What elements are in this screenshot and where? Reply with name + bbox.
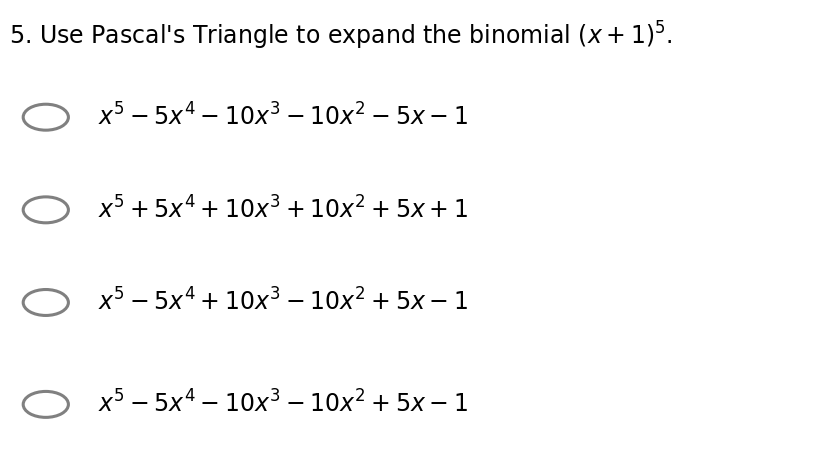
Text: $x^5 - 5x^4 - 10x^3 - 10x^2 + 5x - 1$: $x^5 - 5x^4 - 10x^3 - 10x^2 + 5x - 1$ bbox=[98, 391, 468, 418]
Text: 5. Use Pascal's Triangle to expand the binomial $(x + 1)^5$.: 5. Use Pascal's Triangle to expand the b… bbox=[9, 20, 673, 52]
Text: $x^5 + 5x^4 + 10x^3 + 10x^2 + 5x + 1$: $x^5 + 5x^4 + 10x^3 + 10x^2 + 5x + 1$ bbox=[98, 196, 468, 223]
Text: $x^5 - 5x^4 + 10x^3 - 10x^2 + 5x - 1$: $x^5 - 5x^4 + 10x^3 - 10x^2 + 5x - 1$ bbox=[98, 289, 468, 316]
Text: $x^5 - 5x^4 - 10x^3 - 10x^2 - 5x - 1$: $x^5 - 5x^4 - 10x^3 - 10x^2 - 5x - 1$ bbox=[98, 103, 468, 131]
